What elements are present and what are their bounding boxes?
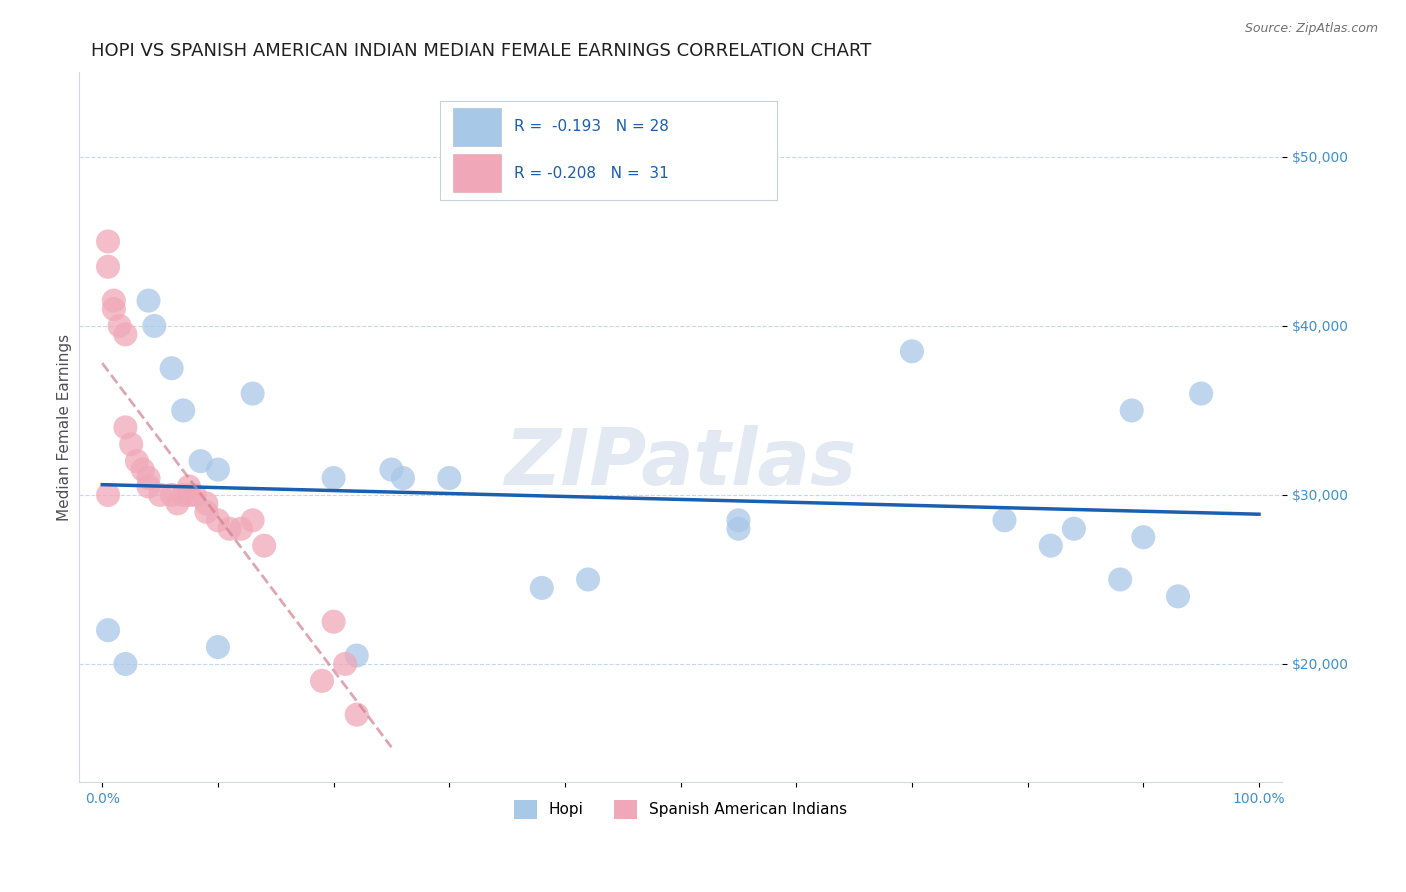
Point [132,462,155,476]
Text: HOPI VS SPANISH AMERICAN INDIAN MEDIAN FEMALE EARNINGS CORRELATION CHART: HOPI VS SPANISH AMERICAN INDIAN MEDIAN F… [91,42,872,60]
Point [576,573,599,587]
Point [177,479,200,493]
Point [97,488,120,502]
Point [138,471,160,485]
Point [114,420,136,434]
Point [346,648,368,663]
Point [184,488,207,502]
Point [1121,403,1143,417]
Point [322,471,344,485]
Point [120,437,142,451]
Point [727,522,749,536]
Point [108,318,131,333]
Point [190,454,212,468]
Point [125,454,148,468]
Point [392,471,415,485]
Point [1167,590,1189,604]
Point [114,327,136,342]
Point [160,488,183,502]
Point [138,293,160,308]
Point [1063,522,1085,536]
Point [114,657,136,671]
Point [195,505,218,519]
Point [439,471,461,485]
Point [901,344,924,359]
Point [242,513,264,527]
Point [380,462,402,476]
Text: ZIPatlas: ZIPatlas [505,425,856,500]
Point [172,488,194,502]
Point [195,496,218,510]
Point [727,513,749,527]
Point [207,462,229,476]
Point [97,260,120,274]
Point [160,361,183,376]
Point [346,707,368,722]
Point [1039,539,1062,553]
Point [143,318,166,333]
Y-axis label: Median Female Earnings: Median Female Earnings [58,334,72,521]
Point [333,657,356,671]
Legend: Hopi, Spanish American Indians: Hopi, Spanish American Indians [508,794,853,825]
Point [1132,530,1154,544]
Point [530,581,553,595]
Point [322,615,344,629]
Point [993,513,1015,527]
Point [242,386,264,401]
Point [229,522,252,536]
Point [172,403,194,417]
Point [97,623,120,637]
Point [166,496,188,510]
Point [218,522,240,536]
Point [149,488,172,502]
Point [97,235,120,249]
Point [138,479,160,493]
Point [103,293,125,308]
Point [207,640,229,654]
Point [311,673,333,688]
Text: Source: ZipAtlas.com: Source: ZipAtlas.com [1244,22,1378,36]
Point [1109,573,1132,587]
Point [207,513,229,527]
Point [1189,386,1212,401]
Point [253,539,276,553]
Point [103,301,125,316]
Point [177,488,200,502]
